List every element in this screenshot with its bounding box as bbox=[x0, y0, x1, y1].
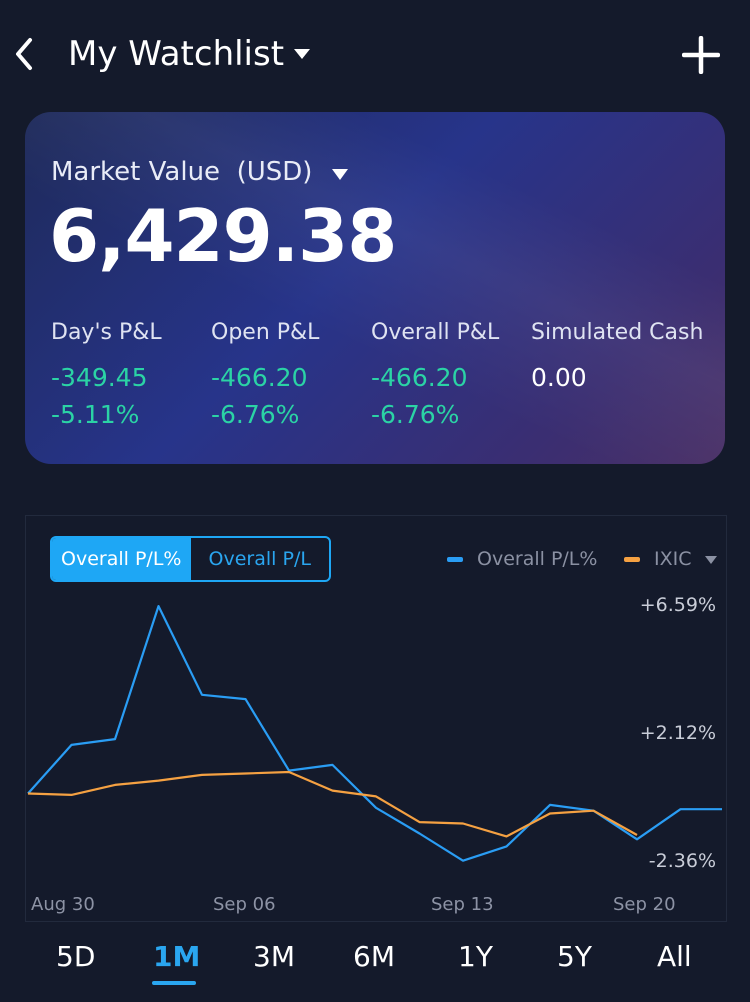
market-value-label[interactable]: Market Value (USD) bbox=[51, 157, 312, 187]
market-value-card: Market Value (USD) 6,429.38 Day's P&L -3… bbox=[25, 112, 725, 464]
active-tab-indicator bbox=[152, 981, 196, 985]
open-pl: Open P&L -466.20 -6.76% bbox=[211, 320, 320, 429]
back-icon[interactable] bbox=[10, 34, 42, 74]
x-tick-label: Sep 06 bbox=[213, 894, 276, 915]
y-tick-label: +2.12% bbox=[639, 722, 716, 744]
overall-pl: Overall P&L -466.20 -6.76% bbox=[371, 320, 500, 429]
range-tabs: 5D 1M 3M 6M 1Y 5Y All bbox=[0, 935, 750, 1002]
chevron-down-icon[interactable] bbox=[292, 44, 312, 64]
tab-1y[interactable]: 1Y bbox=[458, 940, 493, 973]
header: My Watchlist bbox=[0, 0, 750, 110]
page-title[interactable]: My Watchlist bbox=[68, 34, 285, 74]
tab-6m[interactable]: 6M bbox=[353, 940, 395, 973]
legend-overall-pl-percent: Overall P/L% bbox=[447, 548, 597, 570]
tab-all[interactable]: All bbox=[657, 940, 692, 973]
legend-ixic[interactable]: IXIC bbox=[624, 548, 718, 570]
tab-5y[interactable]: 5Y bbox=[557, 940, 592, 973]
days-pl: Day's P&L -349.45 -5.11% bbox=[51, 320, 162, 429]
simulated-cash: Simulated Cash 0.00 bbox=[531, 320, 704, 392]
market-value-text: Market Value bbox=[51, 157, 221, 187]
market-value: 6,429.38 bbox=[49, 194, 397, 278]
x-tick-label: Aug 30 bbox=[31, 894, 95, 915]
tab-3m[interactable]: 3M bbox=[253, 940, 295, 973]
chevron-down-icon[interactable] bbox=[704, 555, 718, 565]
tab-5d[interactable]: 5D bbox=[56, 940, 96, 973]
x-tick-label: Sep 20 bbox=[613, 894, 676, 915]
tab-1m[interactable]: 1M bbox=[153, 940, 201, 973]
add-icon[interactable] bbox=[682, 36, 720, 74]
currency-dropdown-icon[interactable] bbox=[331, 168, 349, 182]
chart-mode-toggle: Overall P/L% Overall P/L bbox=[50, 536, 331, 582]
toggle-overall-pl-percent[interactable]: Overall P/L% bbox=[52, 538, 191, 580]
toggle-overall-pl[interactable]: Overall P/L bbox=[208, 548, 311, 570]
currency-label: (USD) bbox=[236, 157, 313, 187]
y-tick-label: +6.59% bbox=[639, 594, 716, 616]
x-tick-label: Sep 13 bbox=[431, 894, 494, 915]
legend-swatch-blue bbox=[447, 557, 463, 562]
chart-panel bbox=[25, 515, 727, 922]
y-tick-label: -2.36% bbox=[648, 850, 716, 872]
legend-swatch-orange bbox=[624, 557, 640, 562]
